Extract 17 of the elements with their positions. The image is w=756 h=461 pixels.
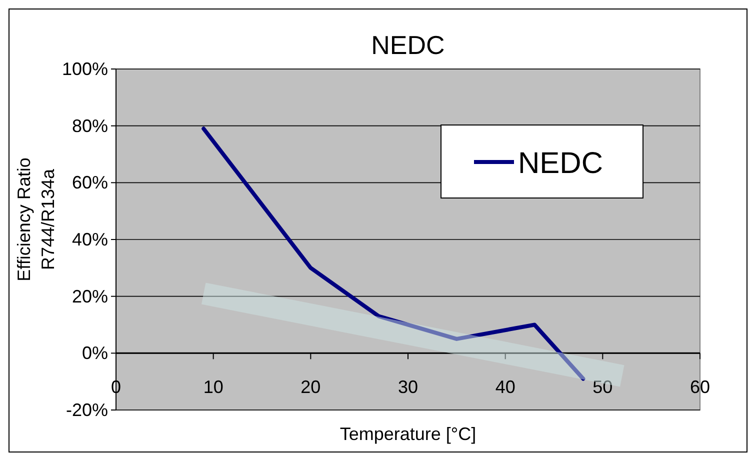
- y-tick-label: 40%: [72, 230, 108, 250]
- legend-label: NEDC: [518, 147, 604, 180]
- y-tick-label: 80%: [72, 116, 108, 136]
- x-tick-label: 20: [300, 377, 321, 398]
- x-axis-title: Temperature [°C]: [340, 424, 476, 444]
- x-tick-label: 60: [690, 377, 710, 398]
- y-tick-label: -20%: [66, 400, 108, 420]
- y-axis-title: Efficiency Ratio R744/R134a: [14, 158, 58, 282]
- y-tick-label: 60%: [72, 172, 108, 193]
- x-tick-label: 30: [398, 377, 418, 398]
- y-tick-label: 100%: [62, 59, 108, 79]
- x-tick-label: 40: [495, 377, 516, 398]
- x-tick-label: 10: [203, 377, 224, 398]
- y-tick-label: 20%: [72, 286, 108, 306]
- y-tick-label: 0%: [82, 343, 108, 364]
- x-tick-label: 50: [592, 377, 613, 398]
- chart-title: NEDC: [371, 30, 445, 60]
